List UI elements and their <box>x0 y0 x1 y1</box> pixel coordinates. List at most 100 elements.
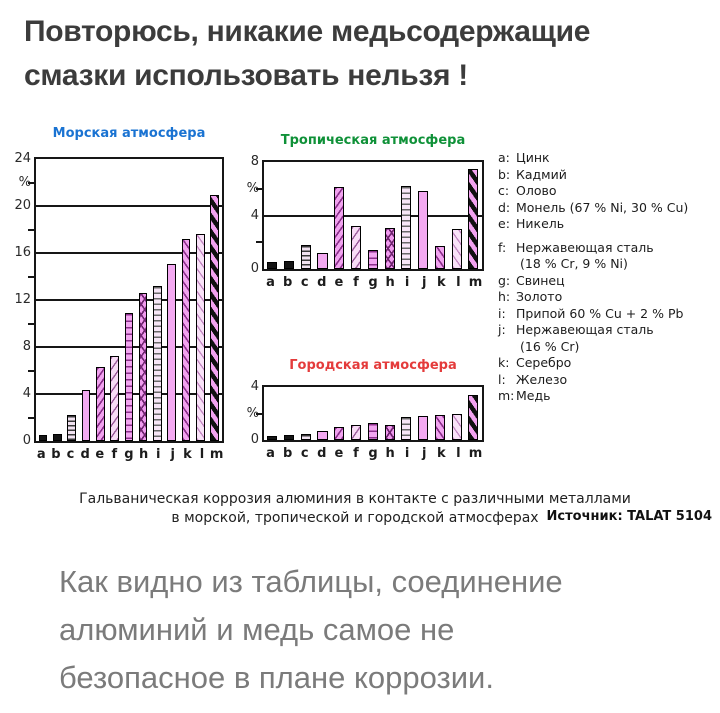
bar-m <box>468 168 479 269</box>
page-title-line-2: смазки использовать нельзя ! <box>24 59 468 92</box>
x-axis-label-k: k <box>436 275 446 290</box>
legend-line: Золото <box>516 289 563 304</box>
bar-c <box>300 434 311 440</box>
bar-l <box>451 413 462 440</box>
legend-line: Монель (67 % Ni, 30 % Cu) <box>516 199 689 215</box>
bar-k <box>434 246 445 269</box>
bar-g <box>367 422 378 440</box>
x-axis-label-m: m <box>209 447 224 462</box>
x-axis-label-i: i <box>404 275 410 290</box>
axis-minor-tick <box>28 369 36 372</box>
legend-item: d: Монель (67 % Ni, 30 % Cu) <box>498 200 718 217</box>
x-axis-label-a: a <box>266 446 275 461</box>
figure-caption-line-2: в морской, тропической и городской атмос… <box>171 510 539 526</box>
legend-metal-name: Олово <box>516 183 718 200</box>
bar-k <box>181 238 191 441</box>
x-axis-label-k: k <box>183 447 192 462</box>
x-axis-label-d: d <box>317 275 327 290</box>
x-axis-label-f: f <box>111 447 118 462</box>
x-axis-label-b: b <box>282 275 293 290</box>
bar-f <box>110 356 119 441</box>
legend-line: Олово <box>516 183 557 198</box>
x-axis-label-h: h <box>385 446 395 461</box>
legend-item: j: Нержавеющая сталь (16 % Cr) <box>498 322 718 355</box>
y-axis-label: 4 <box>22 386 31 401</box>
gridline <box>36 252 222 254</box>
legend-letter: k: <box>498 355 510 370</box>
bar-a <box>267 261 278 269</box>
x-axis-label-j: j <box>422 275 427 290</box>
x-axis-label-e: e <box>95 447 105 462</box>
figure-caption-line-1: Гальваническая коррозия алюминия в конта… <box>79 491 631 507</box>
bar-l <box>196 234 205 441</box>
legend-line: Цинк <box>516 150 550 165</box>
axis-minor-tick <box>28 228 36 231</box>
bar-j <box>418 191 429 269</box>
bar-k <box>434 414 445 440</box>
x-axis-label-a: a <box>36 447 46 462</box>
legend-metal-name: Никель <box>516 216 718 233</box>
y-axis-label: 0 <box>250 261 259 276</box>
x-axis-label-f: f <box>353 275 359 290</box>
bar-a <box>267 436 278 440</box>
bar-e <box>334 187 345 269</box>
legend-metal-name: Нержавеющая сталь (16 % Cr) <box>516 322 718 355</box>
y-axis-label: 16 <box>14 245 31 260</box>
commentary-line-2: алюминий и медь самое не <box>59 612 455 647</box>
legend-line: Железо <box>516 371 568 387</box>
commentary-line-1: Как видно из таблицы, соединение <box>59 564 563 599</box>
commentary-line-3: безопасное в плане коррозии. <box>59 660 494 695</box>
x-axis-label-c: c <box>300 446 309 461</box>
bar-m <box>468 394 479 440</box>
y-axis-label: % <box>246 180 259 196</box>
chart-title-marine: Морская атмосфера <box>52 126 206 141</box>
x-axis-label-l: l <box>199 447 205 462</box>
legend-letter: a: <box>498 150 510 165</box>
x-axis-label-c: c <box>66 447 75 462</box>
y-axis-label: 4 <box>250 207 259 223</box>
legend-metal-name: Свинец <box>516 273 718 290</box>
gridline <box>264 214 482 217</box>
plot-area-marine <box>28 157 224 443</box>
legend-letter: h: <box>498 289 511 304</box>
bar-h <box>138 292 148 441</box>
bar-m <box>210 195 219 441</box>
x-axis-label-k: k <box>436 446 446 461</box>
legend-metal-name: Кадмий <box>516 167 718 184</box>
bar-f <box>351 226 362 269</box>
y-axis-label: 12 <box>14 292 31 307</box>
x-axis-label-j: j <box>170 447 176 462</box>
x-axis-label-l: l <box>456 275 461 290</box>
page-title: Повторюсь, никакие медьсодержащие смазки… <box>24 10 714 98</box>
bar-c <box>300 244 311 269</box>
x-axis-label-d: d <box>317 446 327 461</box>
x-axis-label-i: i <box>155 447 161 462</box>
x-axis-label-m: m <box>468 275 483 290</box>
axis-minor-tick <box>28 181 36 184</box>
x-axis-label-c: c <box>300 275 309 290</box>
y-axis-label: 0 <box>250 432 259 447</box>
axis-minor-tick <box>28 322 36 325</box>
bar-j <box>418 416 429 440</box>
legend-metal-name: Медь <box>516 388 718 405</box>
legend-metal-name: Золото <box>516 289 718 306</box>
legend-metal-name: Нержавеющая сталь (18 % Cr, 9 % Ni) <box>516 240 718 273</box>
bar-g <box>367 250 378 269</box>
axis-minor-tick <box>28 416 36 419</box>
bar-g <box>124 312 134 441</box>
legend-item: h: Золото <box>498 289 718 306</box>
plot-area-tropical <box>256 160 484 271</box>
legend-line: Нержавеющая сталь <box>516 239 654 255</box>
axis-minor-tick <box>256 241 264 244</box>
x-axis-label-b: b <box>282 446 293 461</box>
bar-b <box>283 260 294 269</box>
bar-f <box>351 424 362 440</box>
x-axis-label-j: j <box>422 446 427 461</box>
source-label: Источник: TALAT 5104 <box>546 509 712 524</box>
legend-line: Серебро <box>516 355 572 370</box>
legend-item: e: Никель <box>498 216 718 233</box>
bar-d <box>81 390 91 441</box>
